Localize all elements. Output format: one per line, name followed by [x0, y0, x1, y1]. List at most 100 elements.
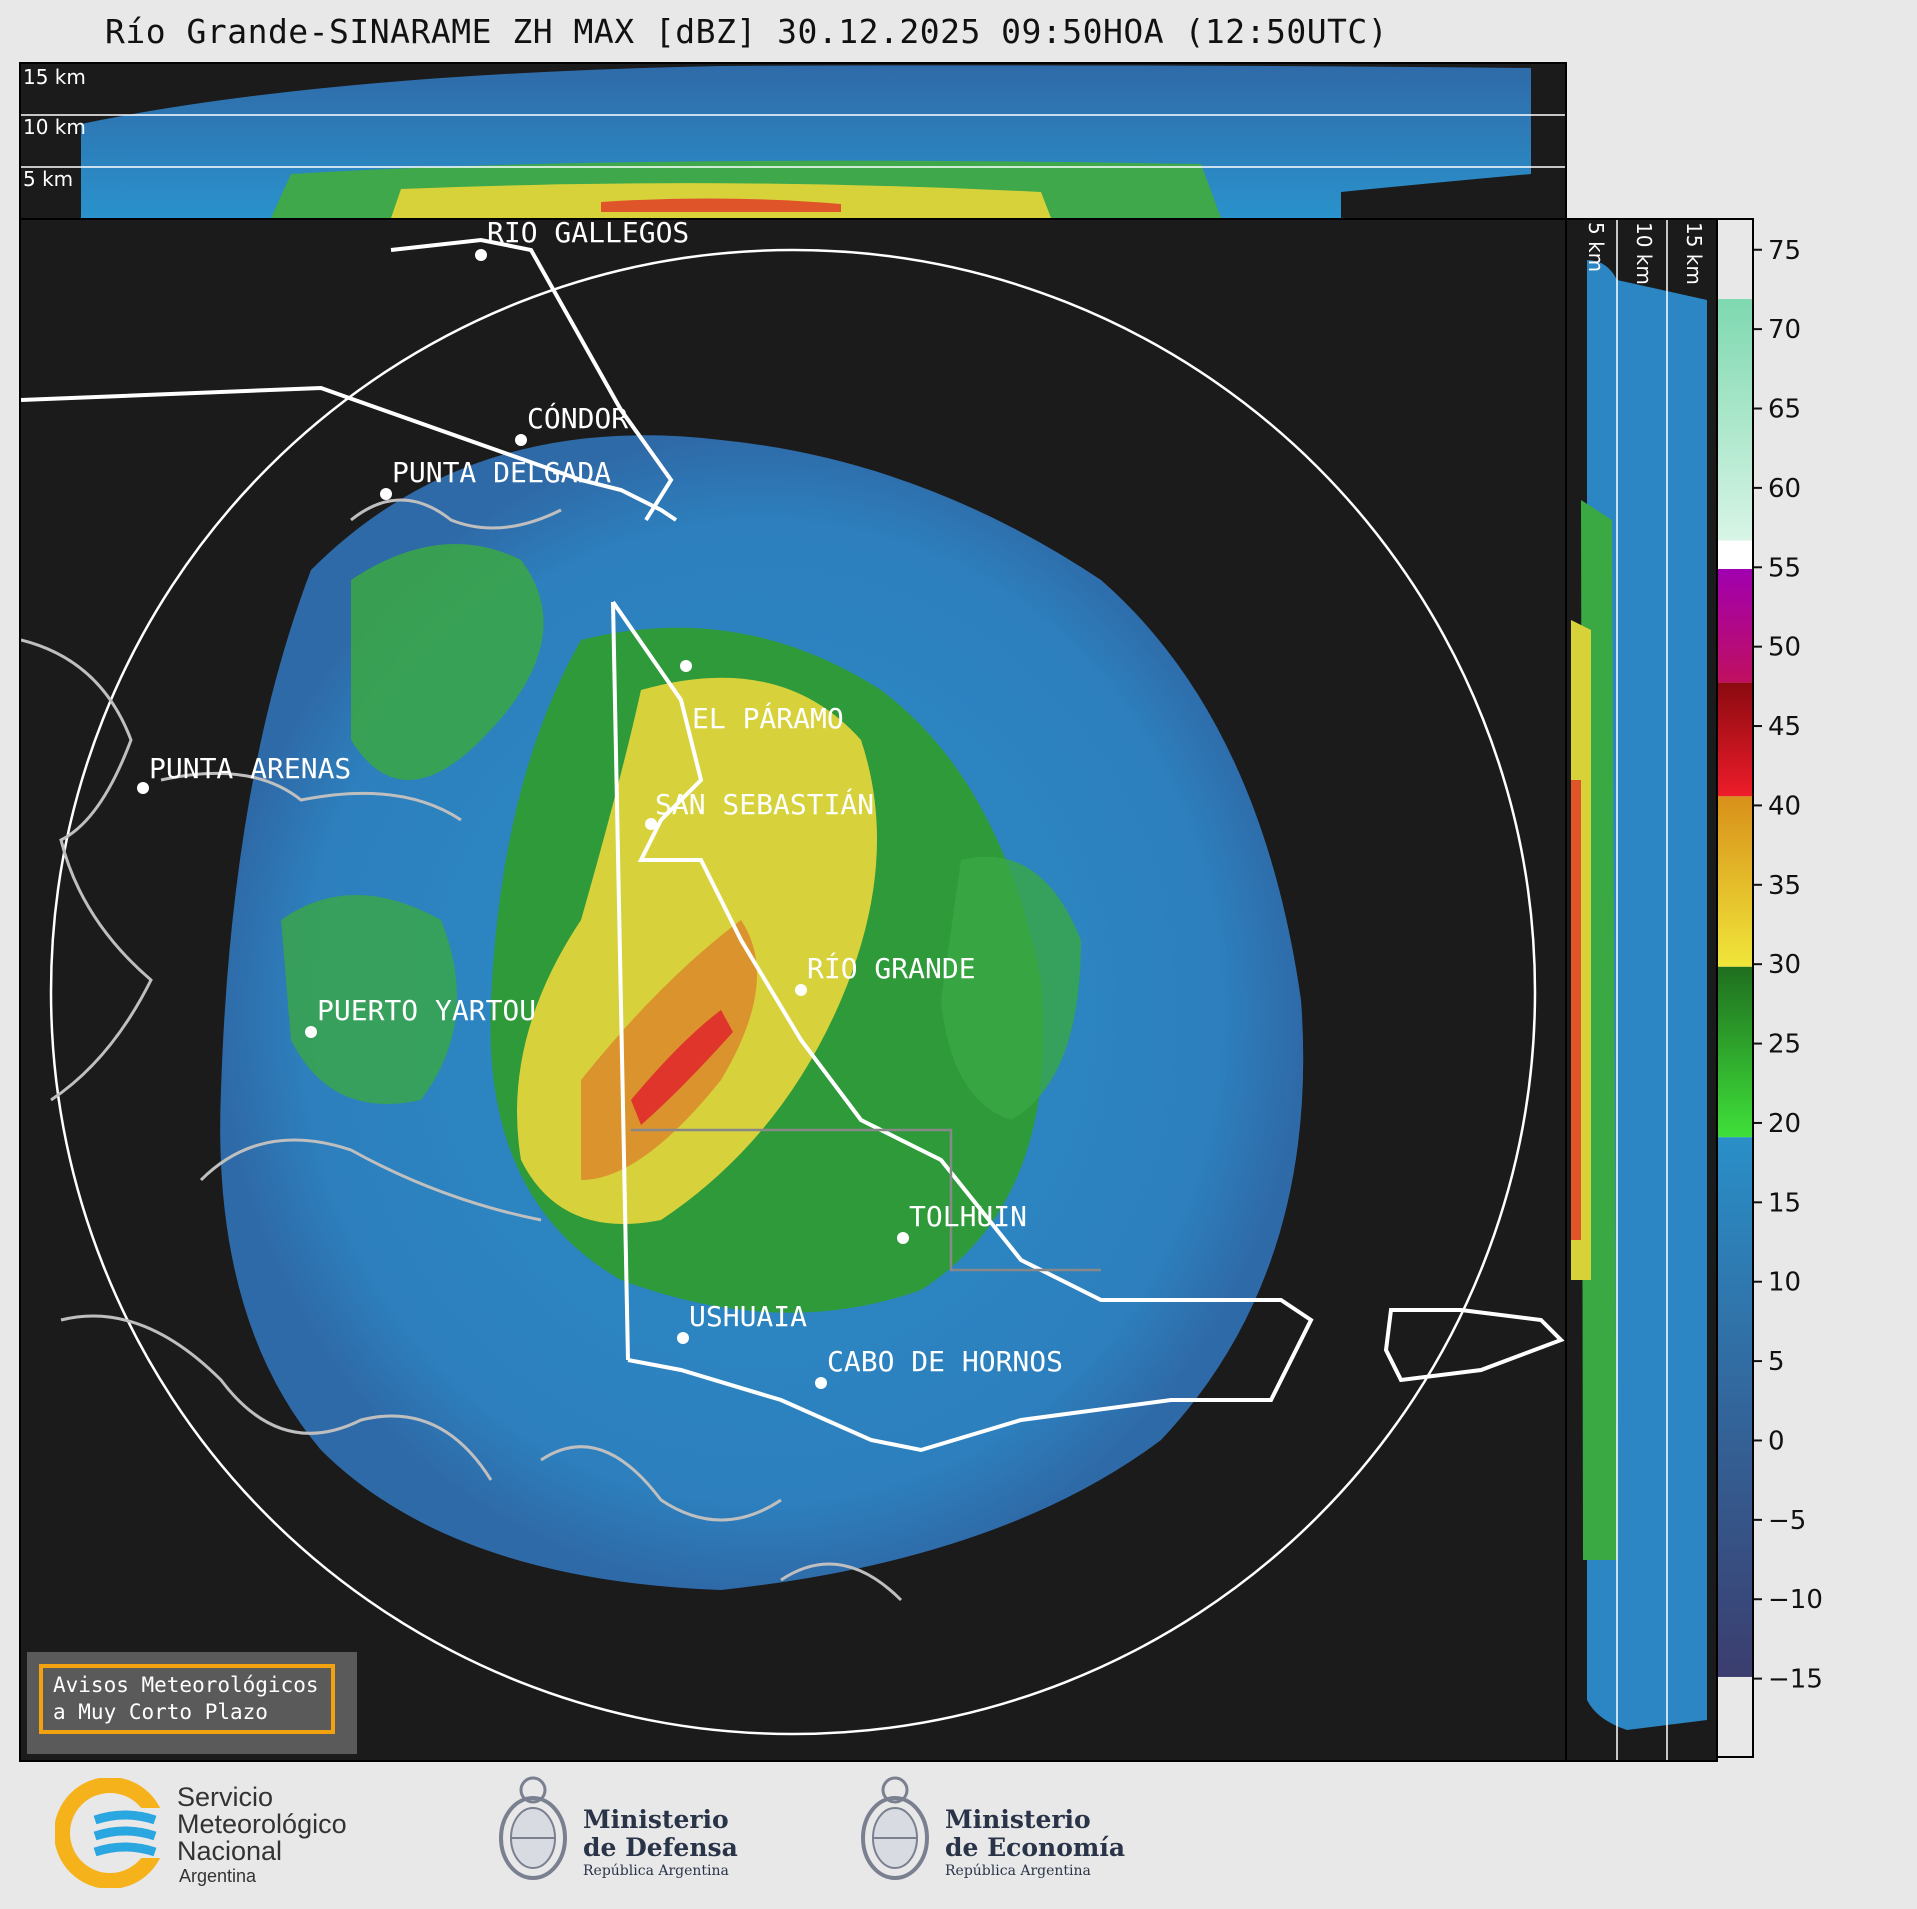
top-cross-section-svg: 15 km 10 km 5 km [21, 65, 1565, 218]
coat-of-arms-icon [861, 1776, 929, 1880]
city-dot [795, 984, 807, 996]
colorbar-tick-label: 25 [1768, 1030, 1801, 1060]
colorbar-band [1718, 682, 1752, 797]
defensa-line-3: República Argentina [583, 1863, 729, 1879]
economia-logo: Ministerio de Economía República Argenti… [857, 1770, 1137, 1895]
colorbar-tick-label: 50 [1768, 633, 1801, 663]
colorbar-tick-label: 60 [1768, 474, 1801, 504]
district-line [631, 1128, 1101, 1272]
city-dot [305, 1026, 317, 1038]
colorbar-tick-label: 35 [1768, 871, 1801, 901]
echo-red-core [631, 1010, 733, 1125]
smn-line-3: Nacional [177, 1836, 283, 1866]
border-north [21, 385, 678, 522]
echo-green-east [941, 856, 1081, 1120]
colorbar-tick-label: 70 [1768, 315, 1801, 345]
defensa-line-1: Ministerio [583, 1805, 729, 1834]
colorbar-band [1718, 299, 1752, 541]
city-dot [645, 818, 657, 830]
side-cross-section-panel: 5 km 10 km 15 km [1565, 218, 1718, 1762]
top-echo-red [601, 198, 841, 212]
colorbar-tick-label: −10 [1768, 1585, 1823, 1615]
defensa-line-2: de Defensa [583, 1833, 738, 1862]
echo-green-west [281, 895, 457, 1104]
city-dot [380, 488, 392, 500]
city-label-punta-arenas: PUNTA ARENAS [149, 752, 351, 785]
city-dot [677, 1332, 689, 1344]
colorbar-band [1718, 568, 1752, 683]
radar-map-panel[interactable]: RÍO GALLEGOS CÓNDOR PUNTA DELGADA EL PÁR… [19, 218, 1567, 1762]
side-label-10km: 10 km [1632, 222, 1656, 285]
top-label-15km: 15 km [23, 65, 86, 89]
city-markers [137, 249, 909, 1389]
side-label-15km: 15 km [1682, 222, 1706, 285]
colorbar-tick-label: 40 [1768, 791, 1801, 821]
smn-logo: Servicio Meteorológico Nacional Argentin… [55, 1770, 395, 1895]
coastline-tierra-del-fuego [611, 600, 1314, 1453]
colorbar-tick-label: 45 [1768, 712, 1801, 742]
colorbar-tick-label: −15 [1768, 1665, 1823, 1695]
city-label-puerto-yartou: PUERTO YARTOU [317, 994, 536, 1027]
city-label-el-paramo: EL PÁRAMO [692, 701, 844, 735]
coastline-grey [21, 498, 903, 1602]
city-dot [680, 660, 692, 672]
warning-box-frame[interactable]: Avisos Meteorológicos a Muy Corto Plazo [39, 1664, 335, 1734]
city-label-rio-gallegos: RÍO GALLEGOS [487, 220, 689, 249]
colorbar-band [1718, 796, 1752, 967]
smn-line-4: Argentina [179, 1866, 257, 1886]
side-echo-red [1571, 780, 1581, 1240]
range-ring [49, 248, 1537, 1736]
defensa-logo: Ministerio de Defensa República Argentin… [495, 1770, 755, 1895]
city-label-punta-delgada: PUNTA DELGADA [392, 456, 611, 489]
colorbar-tick-label: −5 [1768, 1506, 1806, 1536]
warning-box[interactable]: Avisos Meteorológicos a Muy Corto Plazo [27, 1652, 357, 1754]
warning-line-1: Avisos Meteorológicos [53, 1673, 319, 1697]
coat-of-arms-icon [499, 1776, 567, 1880]
smn-line-2: Meteorológico [177, 1809, 347, 1839]
colorbar-tick-label: 15 [1768, 1188, 1801, 1218]
city-label-rio-grande: RÍO GRANDE [807, 951, 976, 985]
side-label-5km: 5 km [1584, 222, 1608, 272]
city-dot [515, 434, 527, 446]
city-label-condor: CÓNDOR [527, 401, 628, 435]
colorbar-band [1718, 1137, 1752, 1677]
colorbar-bands [1718, 299, 1752, 1677]
city-dot [475, 249, 487, 261]
colorbar-tick-label: 55 [1768, 553, 1801, 583]
colorbar-tick-label: 0 [1768, 1426, 1785, 1456]
economia-line-1: Ministerio [945, 1805, 1091, 1834]
city-label-ushuaia: USHUAIA [689, 1300, 807, 1333]
colorbar-tick-label: 30 [1768, 950, 1801, 980]
top-label-5km: 5 km [23, 167, 73, 191]
smn-line-1: Servicio [177, 1782, 274, 1812]
colorbar-band [1718, 540, 1752, 569]
side-cross-section-svg: 5 km 10 km 15 km [1571, 220, 1707, 1760]
colorbar-tick-label: 10 [1768, 1268, 1801, 1298]
city-label-san-sebastian: SAN SEBASTIÁN [655, 787, 874, 821]
colorbar-tick-label: 5 [1768, 1347, 1785, 1377]
top-cross-section-panel: 15 km 10 km 5 km [19, 62, 1567, 220]
colorbar-band [1718, 966, 1752, 1138]
border-chile-argentina [611, 601, 630, 1361]
economia-line-3: República Argentina [945, 1863, 1091, 1879]
colorbar-tick-label: 65 [1768, 395, 1801, 425]
top-label-10km: 10 km [23, 115, 86, 139]
city-dot [815, 1377, 827, 1389]
dbz-colorbar [1716, 218, 1754, 1758]
smn-logo-icon [55, 1778, 165, 1888]
warning-line-2: a Muy Corto Plazo [53, 1700, 268, 1724]
colorbar-tick-label: 75 [1768, 236, 1801, 266]
coastline-rio-gallegos [390, 237, 674, 522]
city-dot [897, 1232, 909, 1244]
colorbar-tick-label: 20 [1768, 1109, 1801, 1139]
isla-de-los-estados [1383, 1308, 1565, 1383]
city-label-cabo-de-hornos: CABO DE HORNOS [827, 1345, 1063, 1378]
city-dot [137, 782, 149, 794]
map-title: Río Grande-SINARAME ZH MAX [dBZ] 30.12.2… [105, 12, 1389, 51]
echo-green-nw [351, 544, 544, 780]
radar-map-svg[interactable]: RÍO GALLEGOS CÓNDOR PUNTA DELGADA EL PÁR… [21, 220, 1565, 1760]
city-label-tolhuin: TOLHUIN [909, 1200, 1027, 1233]
economia-line-2: de Economía [945, 1833, 1126, 1862]
